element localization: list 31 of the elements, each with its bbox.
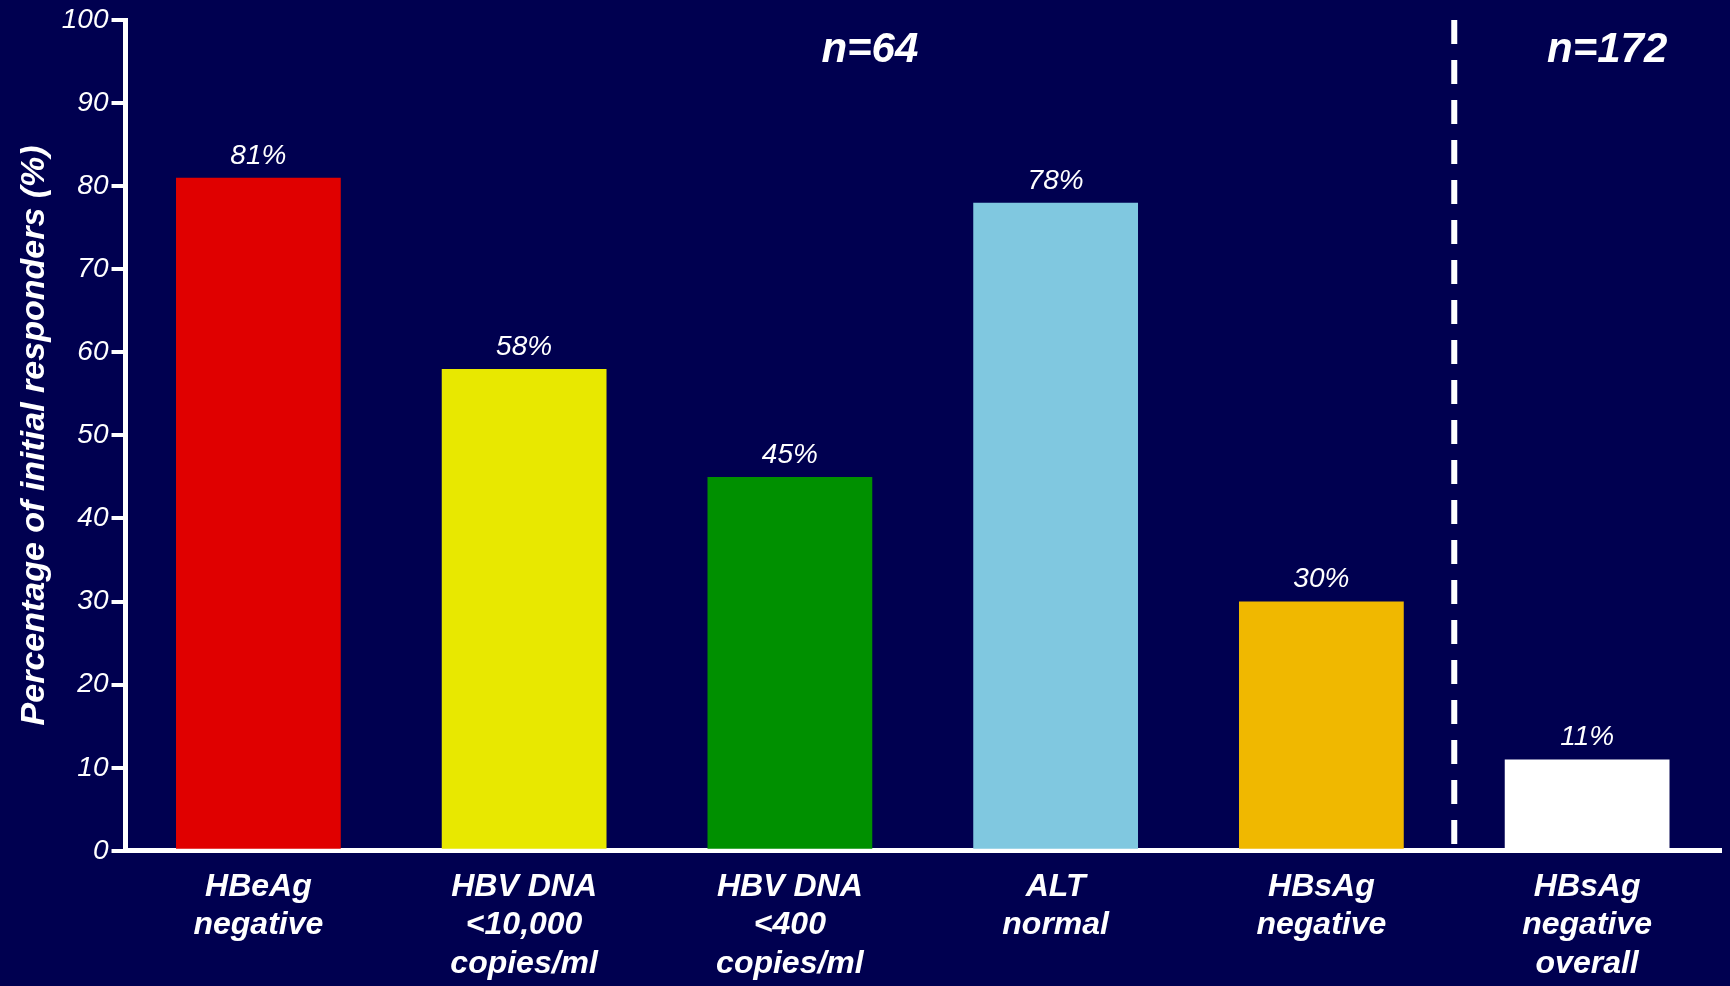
x-tick-label: HBV DNA <400 copies/ml [716, 866, 865, 980]
x-tick-label: HBeAg negative [193, 866, 324, 942]
y-tick-label: 100 [61, 2, 109, 34]
data-label: 78% [1027, 163, 1084, 195]
x-tick-label: HBV DNA <10,000 copies/ml [450, 866, 600, 980]
bar [1239, 601, 1404, 849]
y-tick-label: 0 [92, 833, 109, 865]
x-tick-label: HBsAg negative overall [1522, 866, 1653, 980]
y-tick-label: 40 [77, 501, 109, 533]
bar [176, 177, 341, 849]
x-tick-label: ALT normal [1002, 866, 1111, 942]
data-label: 58% [496, 329, 553, 361]
y-tick-label: 90 [77, 85, 109, 117]
y-tick-label: 50 [77, 418, 109, 450]
y-tick-label: 70 [77, 252, 109, 284]
y-axis-title: Percentage of initial responders (%) [12, 145, 51, 726]
annotation: n=64 [821, 23, 919, 71]
y-tick-label: 20 [76, 667, 109, 699]
y-tick-label: 30 [77, 584, 109, 616]
y-tick-label: 60 [77, 335, 109, 367]
y-tick-label: 80 [77, 168, 109, 200]
data-label: 11% [1560, 720, 1615, 752]
annotation: n=172 [1546, 23, 1668, 71]
bar [441, 368, 607, 849]
x-tick-label: HBsAg negative [1256, 866, 1387, 942]
data-label: 30% [1293, 562, 1350, 594]
y-tick-label: 10 [77, 750, 109, 782]
bar [973, 202, 1139, 849]
data-label: 81% [230, 138, 287, 170]
bar [707, 476, 873, 849]
data-label: 45% [761, 437, 818, 469]
